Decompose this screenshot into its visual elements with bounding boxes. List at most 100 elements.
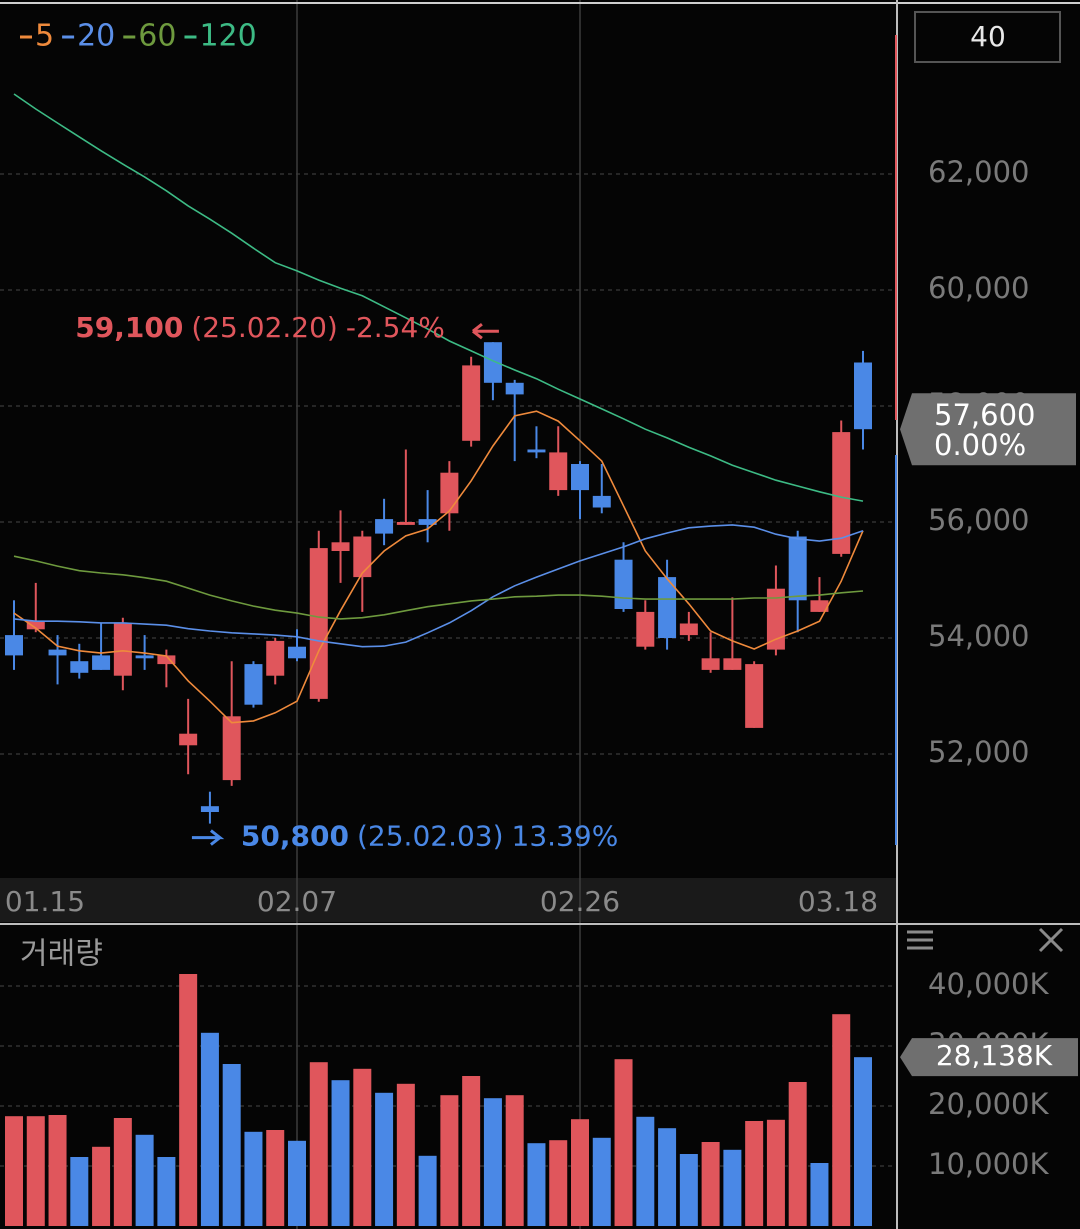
volume-bar [48, 1115, 67, 1226]
candle-body [418, 519, 437, 525]
volume-bar [701, 1142, 720, 1226]
volume-bar [288, 1140, 306, 1226]
legend-label: 120 [199, 19, 256, 54]
low-annotation: 50,800 (25.02.03) 13.39% [241, 820, 618, 853]
volume-bar [179, 974, 198, 1226]
volume-bar [658, 1128, 677, 1226]
candle-body [266, 640, 285, 676]
candle-body [766, 588, 785, 650]
candle-body [810, 600, 829, 612]
candle-body [244, 664, 263, 705]
candle-body [309, 548, 328, 699]
volume-bar [766, 1119, 785, 1226]
menu-icon[interactable] [907, 930, 933, 950]
candle-body [331, 542, 350, 551]
candle-body [854, 362, 872, 430]
candle-body [70, 661, 89, 673]
y-tick-label: 20,000K [928, 1087, 1049, 1121]
volume-bar [723, 1149, 742, 1226]
candle-body [505, 382, 524, 395]
annotation-label: 50,800 [241, 820, 349, 853]
annotation-change: 13.39% [512, 820, 619, 853]
volume-bar [266, 1130, 285, 1226]
volume-bar [26, 1116, 45, 1226]
x-tick-label: 03.18 [798, 885, 878, 918]
volume-bar [440, 1095, 459, 1226]
candle-body [614, 559, 633, 609]
volume-bar [200, 1032, 219, 1226]
volume-bar [418, 1155, 437, 1226]
grid-layer: 52,00054,00056,00058,00060,00062,00001.1… [0, 0, 1049, 1229]
candle-body [701, 658, 720, 670]
volume-bar [222, 1064, 241, 1226]
candle-body [179, 733, 198, 746]
volume-bar [157, 1157, 176, 1226]
candle-body [222, 716, 241, 781]
candle-body [745, 664, 764, 728]
candle-body [396, 522, 415, 525]
volume-bar [788, 1082, 807, 1226]
volume-bar [810, 1163, 829, 1226]
close-icon[interactable] [1038, 927, 1064, 953]
candle-body [832, 432, 851, 554]
legend-label: 5 [35, 19, 54, 54]
candle-body [440, 472, 459, 514]
candle-body [679, 623, 698, 636]
volume-bar [92, 1146, 111, 1226]
ma-line [13, 410, 864, 724]
annotation-label: 59,100 [75, 311, 183, 344]
volume-bar [527, 1143, 546, 1226]
y-tick-label: 60,000 [928, 271, 1029, 305]
candle-body [658, 577, 677, 638]
overlay-layer: 5 20 60 120 59,100 (25.02.20) -2.54% 50,800 (25.… [20, 19, 1078, 1077]
candle-body [571, 464, 589, 491]
legend-label: 20 [77, 19, 115, 54]
y-tick-label: 52,000 [928, 735, 1029, 769]
candle-body [200, 806, 219, 812]
volume-bar [592, 1137, 611, 1226]
marks-layer [5, 93, 872, 1226]
period-box[interactable] [914, 11, 1061, 63]
volume-bar [745, 1121, 764, 1226]
volume-bar [353, 1068, 372, 1226]
volume-bar [375, 1092, 394, 1226]
volume-bar [462, 1076, 481, 1226]
candle-body [723, 658, 742, 670]
candle-body [5, 635, 23, 656]
volume-bar [331, 1080, 350, 1226]
volume-bar [113, 1118, 132, 1226]
y-tick-label: 10,000K [928, 1147, 1049, 1181]
annotation-arrow [191, 829, 225, 846]
candle-body [92, 655, 111, 670]
candle-body [549, 452, 568, 491]
volume-bar [483, 1098, 502, 1226]
y-tick-label: 62,000 [928, 155, 1029, 189]
volume-bar [679, 1154, 698, 1226]
volume-bar [135, 1134, 154, 1226]
volume-bar [396, 1083, 415, 1226]
candle-body [788, 536, 807, 601]
volume-bar [614, 1059, 633, 1226]
volume-bar [832, 1014, 851, 1226]
ma-line [13, 555, 864, 620]
volume-bar [505, 1095, 524, 1226]
candle-body [353, 536, 372, 578]
annotation-date: (25.02.20) [191, 311, 338, 344]
volume-bar [571, 1119, 589, 1226]
volume-bar [244, 1131, 263, 1226]
volume-tag [900, 1038, 1078, 1077]
x-axis-band [0, 878, 897, 922]
candle-body [375, 519, 394, 534]
legend-label: 60 [138, 19, 176, 54]
price-tag [900, 393, 1076, 466]
candle-body [157, 655, 176, 665]
candle-body [527, 449, 546, 453]
ma-line [13, 93, 864, 502]
candle-body [462, 365, 481, 441]
volume-tag-value: 28,138K [936, 1039, 1053, 1072]
volume-bar [5, 1116, 23, 1226]
candle-body [592, 495, 611, 508]
period-label: 40 [970, 20, 1006, 53]
annotation-change: -2.54% [346, 311, 445, 344]
